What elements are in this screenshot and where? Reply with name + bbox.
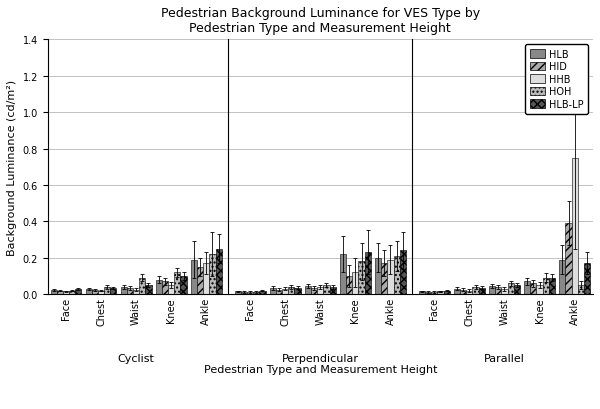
Bar [168,285,175,294]
Bar [247,293,253,294]
Bar [121,287,127,294]
Bar [175,273,181,294]
Bar [191,260,197,294]
Bar [235,292,241,294]
Bar [270,288,276,294]
Bar [305,286,311,294]
Bar [92,290,98,294]
Bar [425,293,431,294]
Bar [419,292,425,294]
Bar [162,282,168,294]
Bar [69,291,75,294]
Bar [329,287,335,294]
Bar [282,289,289,294]
Bar [542,278,549,294]
Bar [139,278,145,294]
Y-axis label: Background Luminance (cd/m²): Background Luminance (cd/m²) [7,79,17,255]
Bar [524,282,530,294]
Bar [98,291,104,294]
Bar [466,291,472,294]
Bar [400,251,406,294]
Bar [340,254,346,294]
Bar [295,288,301,294]
Bar [181,276,187,294]
Bar [57,291,63,294]
Bar [127,288,133,294]
Bar [431,293,437,294]
Bar [133,290,139,294]
Bar [572,158,578,294]
Text: Cyclist: Cyclist [118,353,155,363]
Bar [346,276,352,294]
Bar [559,260,565,294]
Bar [536,285,542,294]
Bar [156,280,162,294]
Bar [75,289,82,294]
Bar [110,288,116,294]
Bar [530,283,536,294]
Bar [460,290,466,294]
Bar [508,283,514,294]
Title: Pedestrian Background Luminance for VES Type by
Pedestrian Type and Measurement : Pedestrian Background Luminance for VES … [161,7,480,35]
Bar [276,290,282,294]
Bar [375,258,381,294]
Bar [50,290,57,294]
Bar [253,293,259,294]
Bar [549,278,555,294]
Bar [86,289,92,294]
Bar [323,285,329,294]
Bar [104,287,110,294]
Bar [317,287,323,294]
Bar [365,253,371,294]
Bar [358,262,365,294]
Bar [63,292,69,294]
Bar [472,287,479,294]
Bar [479,288,485,294]
Bar [388,260,394,294]
Bar [259,291,266,294]
Bar [203,264,209,294]
Bar [209,254,215,294]
Bar [289,287,295,294]
Text: Parallel: Parallel [484,353,525,363]
Bar [489,286,495,294]
X-axis label: Pedestrian Type and Measurement Height: Pedestrian Type and Measurement Height [203,364,437,374]
Bar [381,264,388,294]
Text: Perpendicular: Perpendicular [282,353,359,363]
Bar [215,249,221,294]
Bar [352,273,358,294]
Bar [584,264,590,294]
Bar [502,289,508,294]
Bar [495,287,502,294]
Bar [197,267,203,294]
Bar [394,256,400,294]
Bar [514,285,520,294]
Bar [443,291,449,294]
Bar [578,285,584,294]
Bar [454,289,460,294]
Bar [311,288,317,294]
Bar [437,292,443,294]
Bar [241,293,247,294]
Bar [565,224,572,294]
Bar [145,285,152,294]
Legend: HLB, HID, HHB, HOH, HLB-LP: HLB, HID, HHB, HOH, HLB-LP [526,45,588,114]
